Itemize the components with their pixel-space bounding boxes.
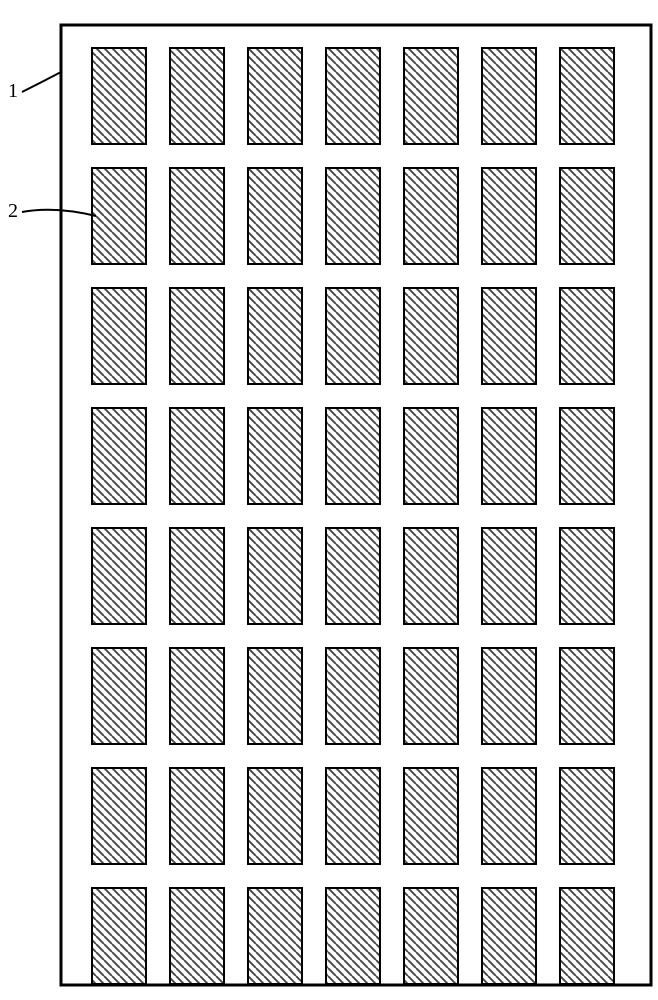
hatched-cell bbox=[170, 408, 224, 504]
hatched-cell bbox=[404, 648, 458, 744]
hatched-cell bbox=[482, 528, 536, 624]
hatched-cell bbox=[248, 48, 302, 144]
hatched-cell bbox=[482, 768, 536, 864]
hatched-cell bbox=[92, 408, 146, 504]
callout-label-2: 2 bbox=[8, 200, 18, 223]
hatched-cell bbox=[92, 168, 146, 264]
diagram-canvas: 1 2 bbox=[0, 0, 658, 1000]
hatched-cell bbox=[560, 888, 614, 984]
hatched-cell bbox=[92, 48, 146, 144]
hatched-cell bbox=[92, 768, 146, 864]
hatched-cell bbox=[92, 528, 146, 624]
hatched-cell bbox=[248, 168, 302, 264]
hatched-cell bbox=[560, 288, 614, 384]
hatched-cell bbox=[248, 888, 302, 984]
hatched-cell bbox=[404, 408, 458, 504]
hatched-cell bbox=[248, 648, 302, 744]
hatched-cell bbox=[482, 888, 536, 984]
hatched-cell bbox=[248, 768, 302, 864]
hatched-cell bbox=[482, 288, 536, 384]
hatched-cell bbox=[560, 528, 614, 624]
hatched-cell bbox=[326, 48, 380, 144]
hatched-cell bbox=[560, 168, 614, 264]
hatched-cell bbox=[92, 288, 146, 384]
diagram-svg bbox=[0, 0, 658, 1000]
hatched-cell bbox=[248, 408, 302, 504]
hatched-cell bbox=[560, 48, 614, 144]
hatched-cell bbox=[326, 888, 380, 984]
hatched-cell bbox=[482, 48, 536, 144]
hatched-cell bbox=[326, 528, 380, 624]
hatched-cell bbox=[404, 888, 458, 984]
hatched-cell bbox=[482, 168, 536, 264]
hatched-cell bbox=[482, 648, 536, 744]
leader-line bbox=[22, 72, 61, 92]
hatched-cell bbox=[404, 168, 458, 264]
hatched-cell bbox=[482, 408, 536, 504]
hatched-cell bbox=[560, 768, 614, 864]
hatched-cell bbox=[170, 48, 224, 144]
hatched-cell bbox=[326, 168, 380, 264]
hatched-cell bbox=[170, 168, 224, 264]
hatched-cell bbox=[404, 768, 458, 864]
hatched-cell bbox=[326, 408, 380, 504]
hatched-cell bbox=[170, 288, 224, 384]
hatched-cell bbox=[92, 648, 146, 744]
callout-label-1: 1 bbox=[8, 80, 18, 103]
hatched-cell bbox=[326, 768, 380, 864]
hatched-cell bbox=[248, 528, 302, 624]
hatched-cell bbox=[170, 648, 224, 744]
hatched-cell bbox=[170, 528, 224, 624]
hatched-cell bbox=[404, 528, 458, 624]
hatched-cell bbox=[92, 888, 146, 984]
hatched-cell bbox=[404, 288, 458, 384]
hatched-cell bbox=[170, 888, 224, 984]
hatched-cell bbox=[170, 768, 224, 864]
hatched-cell bbox=[560, 648, 614, 744]
hatched-cell bbox=[326, 648, 380, 744]
hatched-cell bbox=[560, 408, 614, 504]
hatched-cell bbox=[248, 288, 302, 384]
hatched-cell bbox=[326, 288, 380, 384]
hatched-cell bbox=[404, 48, 458, 144]
